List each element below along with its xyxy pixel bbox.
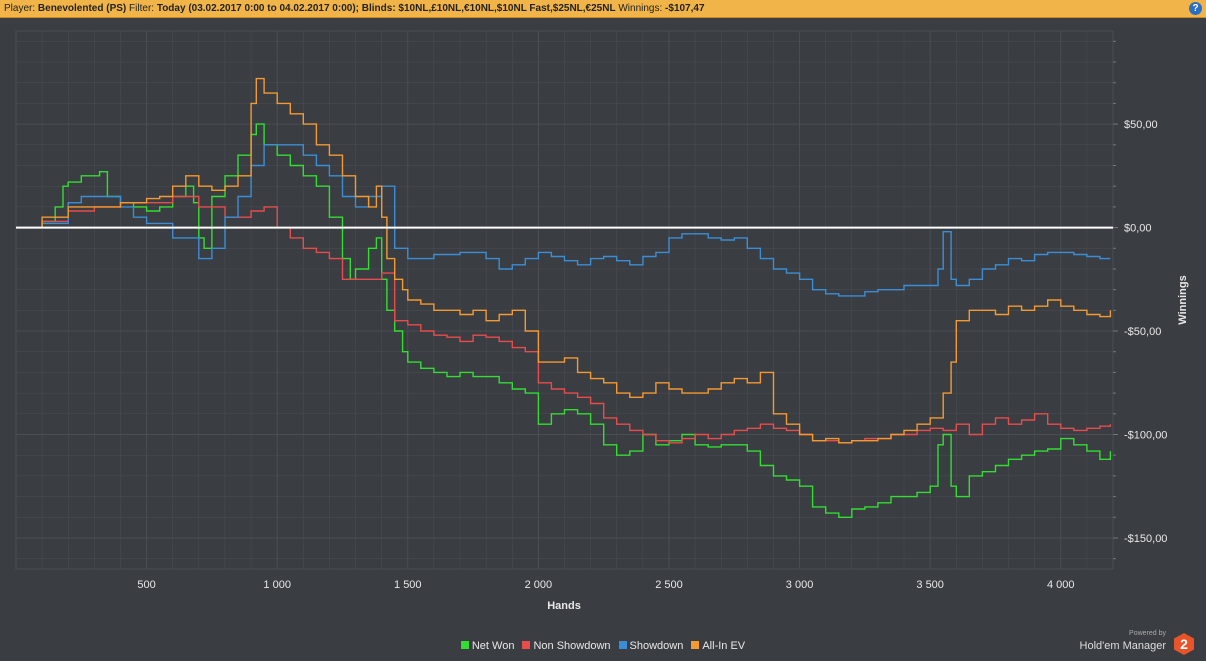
chart-legend: Net Won Non Showdown Showdown All-In EV — [0, 640, 1206, 652]
legend-label: Net Won — [471, 640, 515, 652]
series-line-showdown — [16, 144, 1111, 297]
legend-label: Non Showdown — [533, 640, 611, 652]
chart-grid — [15, 30, 1118, 570]
filter-value: Today (03.02.2017 0:00 to 04.02.2017 0:0… — [156, 3, 616, 14]
winnings-value: -$107,47 — [665, 3, 705, 14]
help-icon[interactable]: ? — [1189, 2, 1202, 15]
x-tick-label: 1 000 — [263, 579, 291, 591]
powered-by-text: Powered by — [1129, 630, 1166, 637]
x-tick-label: 2 500 — [655, 579, 683, 591]
legend-label: All-In EV — [702, 640, 746, 652]
hm2-logo-icon: 2 — [1174, 633, 1194, 655]
brand-name: Hold'em Manager — [1079, 640, 1166, 652]
player-label: Player: — [4, 3, 36, 14]
x-tick-label: 4 000 — [1047, 579, 1075, 591]
filter-label: Filter: — [129, 3, 155, 14]
series-line-all-in-ev — [16, 77, 1112, 444]
winnings-chart: 500 1 000 1 500 2 000 2 500 3 000 3 500 4 000 $… — [15, 30, 1189, 612]
y-tick-label: $50,00 — [1124, 119, 1158, 131]
y-axis-ticks: $50,00 $0,00 -$50,00 -$100,00 -$150,00 — [1124, 119, 1167, 545]
series-line-net-won — [16, 123, 1112, 518]
legend-swatch — [691, 641, 700, 649]
x-tick-label: 3 500 — [916, 579, 944, 591]
legend-item-net-won[interactable]: Net Won — [460, 640, 515, 652]
y-axis-label: Winnings — [1177, 275, 1189, 324]
x-tick-label: 1 500 — [394, 579, 422, 591]
x-axis-ticks: 500 1 000 1 500 2 000 2 500 3 000 3 500 4 000 — [137, 579, 1074, 591]
legend-item-non-showdown[interactable]: Non Showdown — [522, 640, 611, 652]
filter-bar: Player: Benevolented (PS) Filter: Today … — [0, 0, 1206, 18]
series-line-non-showdown — [16, 195, 1112, 444]
y-tick-label: $0,00 — [1124, 223, 1152, 235]
x-tick-label: 500 — [137, 579, 155, 591]
legend-swatch — [618, 641, 627, 649]
player-name: Benevolented (PS) — [37, 3, 127, 14]
x-axis-label: Hands — [547, 600, 581, 612]
y-tick-label: -$100,00 — [1124, 430, 1167, 442]
legend-swatch — [522, 641, 531, 649]
chart-series — [16, 77, 1113, 518]
legend-swatch — [460, 641, 469, 649]
x-tick-label: 3 000 — [786, 579, 814, 591]
y-tick-label: -$150,00 — [1124, 533, 1167, 545]
logo-text: 2 — [1180, 636, 1188, 652]
legend-label: Showdown — [629, 640, 684, 652]
legend-item-showdown[interactable]: Showdown — [618, 640, 684, 652]
winnings-label: Winnings: — [618, 3, 663, 14]
y-tick-label: -$50,00 — [1124, 326, 1161, 338]
legend-item-all-in-ev[interactable]: All-In EV — [691, 640, 745, 652]
x-tick-label: 2 000 — [525, 579, 553, 591]
